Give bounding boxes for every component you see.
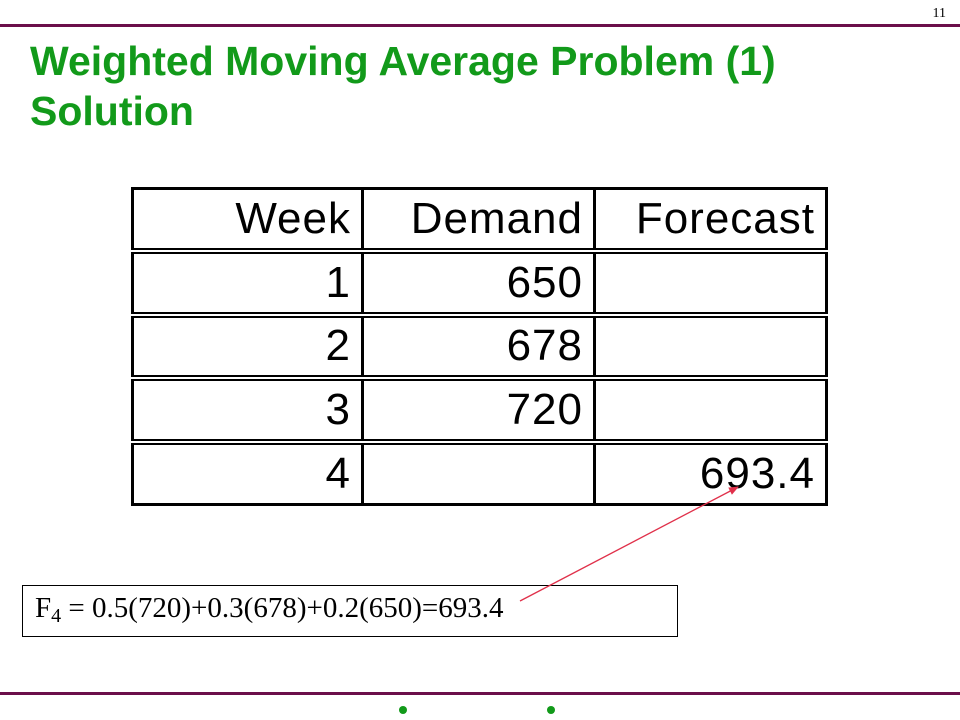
cell-week: 3 xyxy=(131,375,364,444)
formula-subscript: 4 xyxy=(51,605,62,627)
cell-demand: 720 xyxy=(361,375,596,444)
header-week: Week xyxy=(131,186,364,253)
cell-forecast xyxy=(593,247,828,317)
slide-title: Weighted Moving Average Problem (1) Solu… xyxy=(30,36,930,136)
cell-forecast: 693.4 xyxy=(593,439,828,507)
page-number: 11 xyxy=(932,6,946,21)
cell-week: 4 xyxy=(131,439,364,507)
cell-demand xyxy=(361,439,596,507)
table-row: 4 693.4 xyxy=(131,439,828,507)
formula-variable: F xyxy=(35,592,52,624)
top-rule xyxy=(0,24,960,27)
demand-forecast-table: Week Demand Forecast 1 650 2 678 3 720 4… xyxy=(131,186,828,507)
cell-forecast xyxy=(593,311,828,380)
title-line-2: Solution xyxy=(30,88,194,134)
table-row: 2 678 xyxy=(131,311,828,380)
header-forecast: Forecast xyxy=(593,186,828,253)
cell-forecast xyxy=(593,375,828,444)
footer-bullet-dot xyxy=(399,706,407,714)
cell-demand: 678 xyxy=(361,311,596,380)
title-line-1: Weighted Moving Average Problem (1) xyxy=(30,38,776,84)
table-header-row: Week Demand Forecast xyxy=(131,186,828,253)
table-row: 3 720 xyxy=(131,375,828,444)
cell-demand: 650 xyxy=(361,247,596,317)
table-row: 1 650 xyxy=(131,247,828,317)
cell-week: 1 xyxy=(131,247,364,317)
formula-box: F4 = 0.5(720)+0.3(678)+0.2(650)=693.4 xyxy=(22,585,678,637)
bottom-rule xyxy=(0,692,960,695)
header-demand: Demand xyxy=(361,186,596,253)
cell-week: 2 xyxy=(131,311,364,380)
formula-expression: = 0.5(720)+0.3(678)+0.2(650)=693.4 xyxy=(61,592,504,624)
footer-bullet-dot xyxy=(547,706,555,714)
